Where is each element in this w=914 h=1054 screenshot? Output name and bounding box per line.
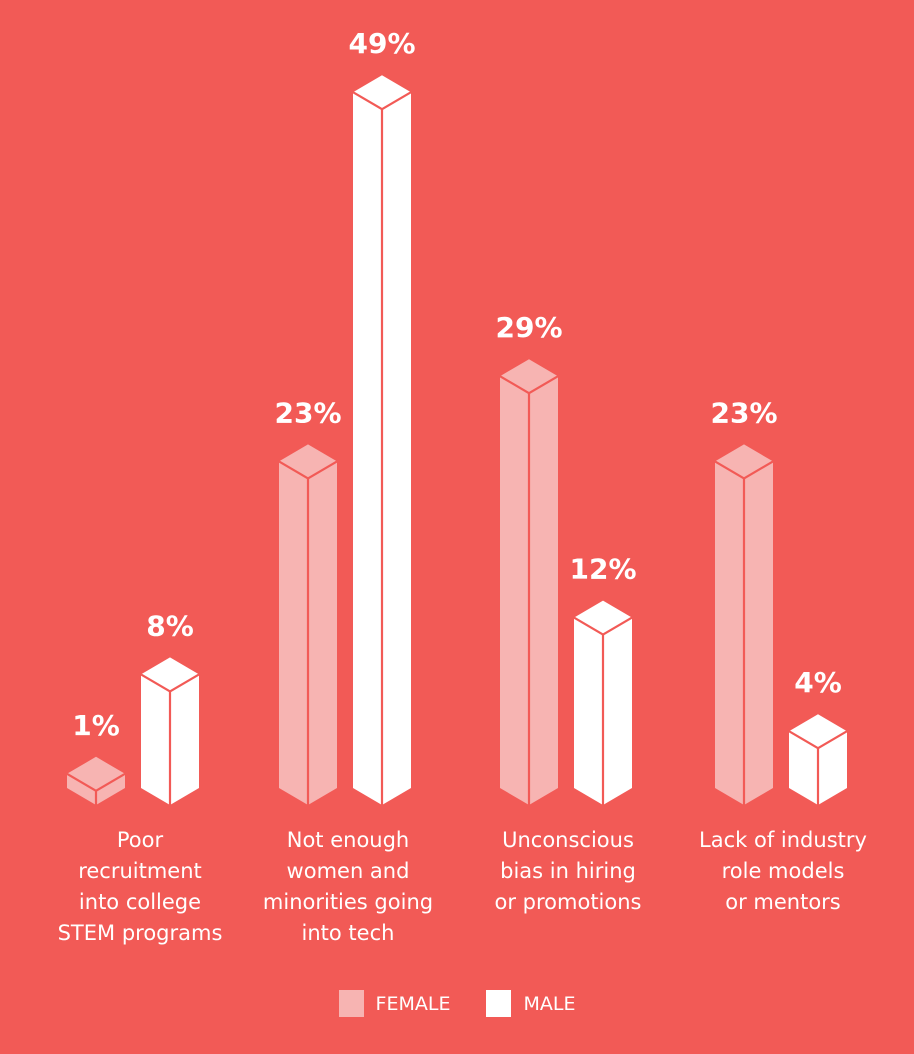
value-label-female-2: 29% [495,311,562,344]
legend-item-male: MALE [486,990,575,1017]
bar-male-1 [352,75,412,805]
bar-female-3 [714,444,774,805]
bar-female-0 [66,756,126,805]
value-label-female-0: 1% [72,709,120,742]
bar-male-0 [140,657,200,805]
category-label-unconscious-bias: Unconscious bias in hiring or promotions [494,828,642,914]
legend-label-male: MALE [523,992,576,1015]
category-label-not-enough-women: Not enough women and minorities going in… [262,828,434,945]
legend-swatch-male [486,990,512,1017]
value-label-male-3: 4% [794,666,842,699]
bar-male-2 [573,600,633,805]
legend: FEMALE MALE [0,990,914,1017]
value-label-male-1: 49% [348,27,415,60]
legend-swatch-female [338,990,364,1017]
bar-male-3 [788,714,848,805]
category-label-stem-recruitment: Poor recruitment into college STEM progr… [57,828,223,945]
value-label-female-3: 23% [710,396,777,429]
value-label-male-2: 12% [569,553,636,586]
value-label-male-0: 8% [146,609,194,642]
bar-female-1 [278,444,338,805]
legend-label-female: FEMALE [375,992,451,1015]
value-label-female-1: 23% [274,396,341,429]
legend-item-female: FEMALE [338,990,451,1017]
bar-female-2 [499,359,559,805]
category-label-role-models: Lack of industry role models or mentors [699,828,867,914]
